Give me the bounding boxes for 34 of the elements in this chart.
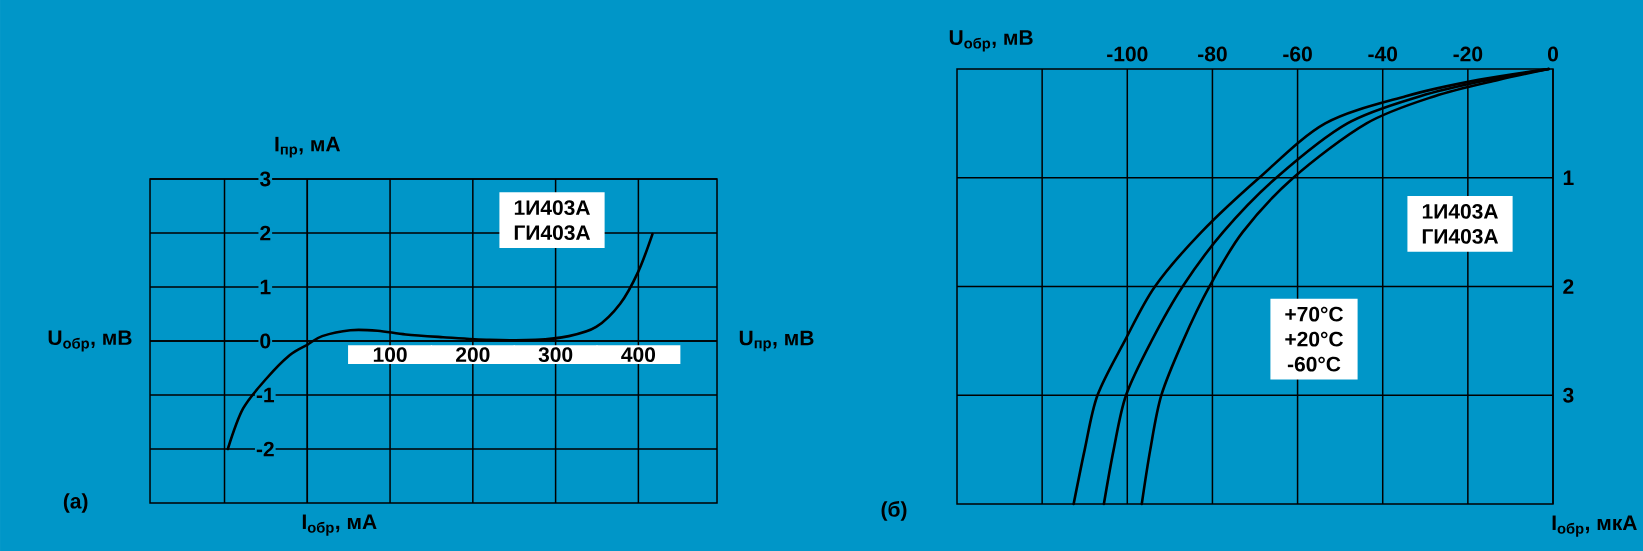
y-tick-label: 0 <box>260 333 271 349</box>
x-tick-label: 100 <box>373 347 407 363</box>
annotation: +20°C <box>1285 331 1344 347</box>
x-tick-label: -20 <box>1453 46 1483 62</box>
y-tick-label: 2 <box>1563 279 1574 294</box>
x-tick-label: 0 <box>1547 46 1558 62</box>
y-tick-label: 1 <box>1563 170 1574 185</box>
annotation: ГИ403А <box>514 225 591 241</box>
text: U$_{обр}$, мВ <box>48 330 132 352</box>
y-tick-label: 3 <box>1563 387 1574 403</box>
x-tick-label: -100 <box>1107 46 1148 62</box>
x-axis-title: U$_{пр}$, мВ <box>739 330 814 352</box>
x-tick-label: 200 <box>456 347 490 363</box>
y-tick-label: 3 <box>259 171 271 187</box>
x-tick-label: -80 <box>1198 46 1227 62</box>
annotation: 1И403А <box>514 200 590 216</box>
y-tick-label: 1 <box>260 279 271 295</box>
annotation: -60°C <box>1287 356 1341 372</box>
annotation: +70°C <box>1285 306 1344 322</box>
y-tick-label: -1 <box>256 387 275 403</box>
x-tick-label: -60 <box>1283 46 1312 62</box>
y-axis-title: I$_{пр}$, мА <box>275 136 341 158</box>
y-tick-label: -2 <box>256 441 274 457</box>
x-tick-label: 300 <box>538 347 573 363</box>
y-axis-title: I$_{обр}$, мкА <box>1552 515 1637 537</box>
y-tick-label: 2 <box>260 225 271 241</box>
annotation: ГИ403А <box>1422 228 1499 244</box>
x-tick-label: 400 <box>621 347 656 363</box>
text: (б) <box>881 501 907 521</box>
x-tick-label: -40 <box>1368 46 1398 62</box>
text: I$_{обр}$, мА <box>302 514 377 536</box>
text: (а) <box>63 493 88 513</box>
x-axis-title: U$_{обр}$, мВ <box>949 30 1033 52</box>
annotation: 1И403А <box>1422 203 1498 219</box>
